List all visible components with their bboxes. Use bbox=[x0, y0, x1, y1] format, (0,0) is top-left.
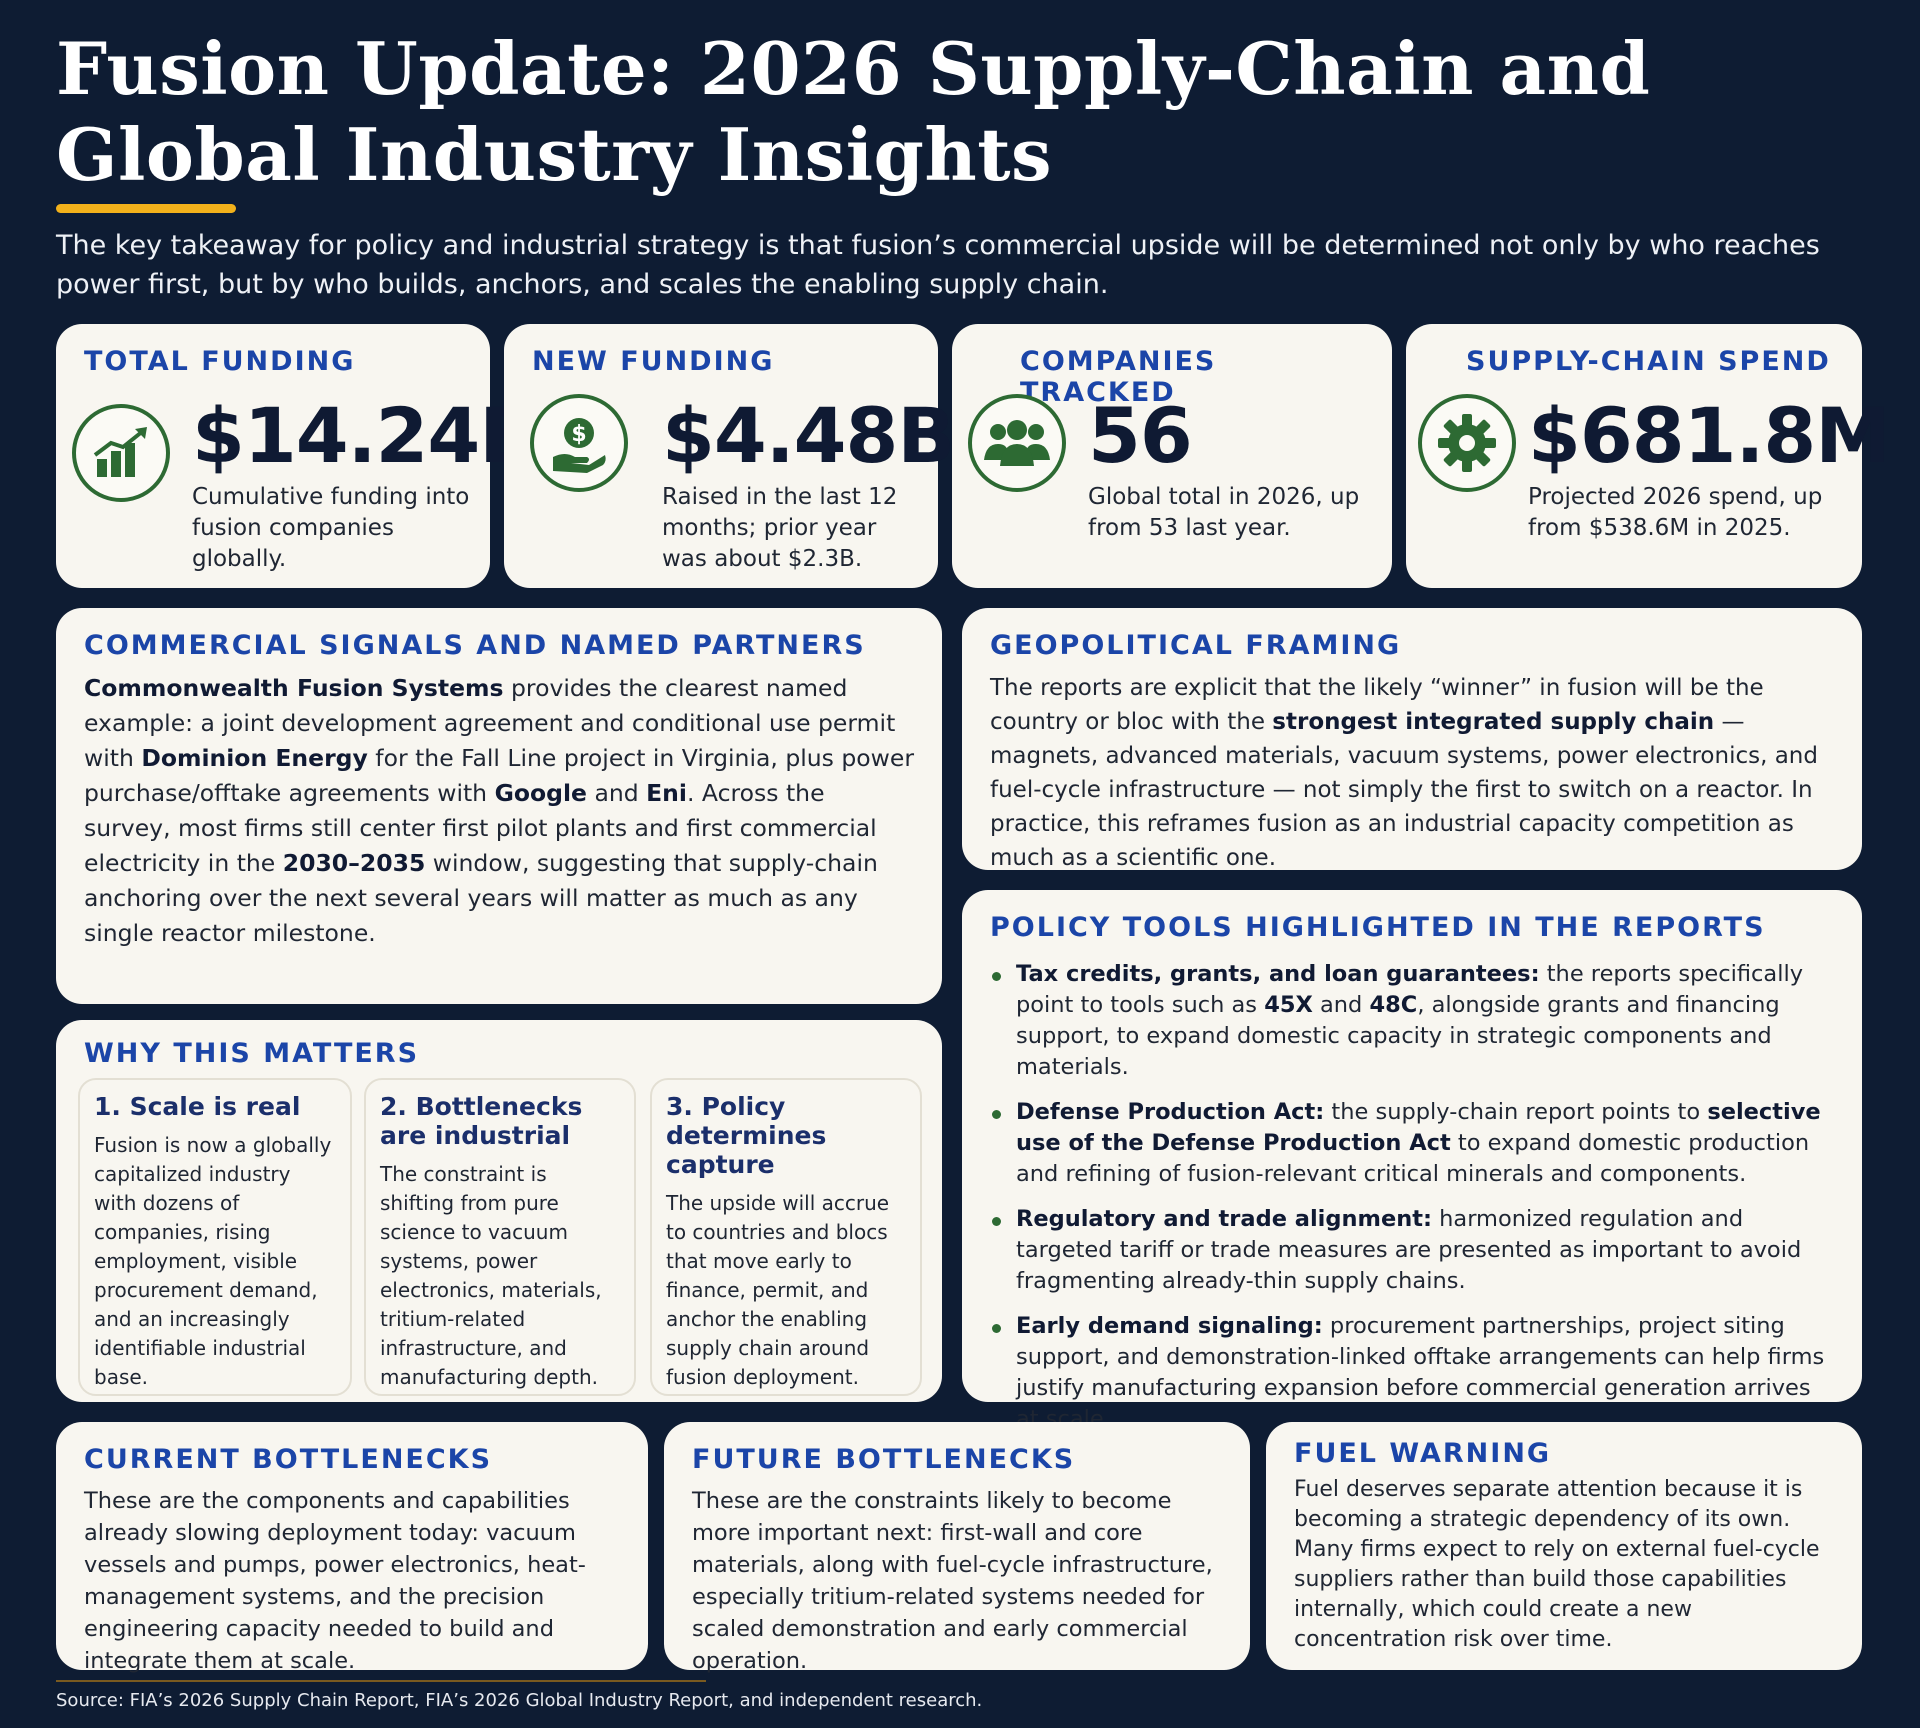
why-item-text: Fusion is now a globally capitalized ind… bbox=[94, 1133, 332, 1389]
card-title: COMMERCIAL SIGNALS AND NAMED PARTNERS bbox=[84, 630, 866, 661]
card-title: POLICY TOOLS HIGHLIGHTED IN THE REPORTS bbox=[990, 912, 1766, 943]
fuel-warning-text: Fuel deserves separate attention because… bbox=[1294, 1477, 1820, 1652]
stat-card-companies-tracked: COMPANIES TRACKED 56 Global total in 202… bbox=[952, 324, 1392, 588]
card-title: FUEL WARNING bbox=[1294, 1438, 1552, 1469]
why-item-text: The constraint is shifting from pure sci… bbox=[380, 1162, 602, 1389]
title-line-2: Global Industry Insights bbox=[56, 112, 1053, 197]
why-item-heading: 3. Policy determines capture bbox=[666, 1092, 827, 1179]
policy-tools-list: Tax credits, grants, and loan guarantees… bbox=[990, 959, 1834, 1435]
stat-description: Cumulative funding into fusion companies… bbox=[192, 484, 470, 572]
card-title: FUTURE BOTTLENECKS bbox=[692, 1444, 1076, 1475]
card-title: CURRENT BOTTLENECKS bbox=[84, 1444, 493, 1475]
why-item-heading: 2. Bottlenecks are industrial bbox=[380, 1092, 583, 1150]
current-bottlenecks-card: CURRENT BOTTLENECKS These are the compon… bbox=[56, 1422, 648, 1674]
why-item-policy: 3. Policy determines capture The upside … bbox=[650, 1078, 922, 1396]
title-line-1: Fusion Update: 2026 Supply-Chain and bbox=[56, 26, 1651, 111]
stat-value: 56 bbox=[1088, 391, 1193, 480]
stat-value: $681.8M bbox=[1528, 391, 1891, 480]
money-hand-icon: $ bbox=[530, 394, 628, 492]
source-citation: Source: FIA’s 2026 Supply Chain Report, … bbox=[56, 1690, 983, 1711]
stat-label: NEW FUNDING bbox=[532, 346, 775, 377]
stat-label: TOTAL FUNDING bbox=[84, 346, 356, 377]
growth-chart-icon bbox=[72, 404, 170, 502]
stat-description: Raised in the last 12 months; prior year… bbox=[662, 484, 898, 572]
why-item-scale: 1. Scale is real Fusion is now a globall… bbox=[78, 1078, 352, 1396]
why-this-matters-card: WHY THIS MATTERS 1. Scale is real Fusion… bbox=[56, 1020, 942, 1402]
current-bottlenecks-text: These are the components and capabilitie… bbox=[84, 1488, 586, 1674]
policy-tools-card: POLICY TOOLS HIGHLIGHTED IN THE REPORTS … bbox=[962, 890, 1862, 1432]
stat-card-new-funding: NEW FUNDING $ $4.48B Raised in the last … bbox=[504, 324, 955, 588]
intro-text: The key takeaway for policy and industri… bbox=[56, 230, 1820, 300]
svg-text:$: $ bbox=[571, 422, 586, 447]
source-divider bbox=[56, 1680, 706, 1682]
page-title: Fusion Update: 2026 Supply-Chain and Glo… bbox=[56, 26, 1756, 198]
geopolitical-framing-card: GEOPOLITICAL FRAMING The reports are exp… bbox=[962, 608, 1862, 871]
list-item: Defense Production Act: the supply-chain… bbox=[990, 1097, 1834, 1190]
stat-value: $14.24B bbox=[192, 391, 537, 480]
list-item: Tax credits, grants, and loan guarantees… bbox=[990, 959, 1834, 1083]
fuel-warning-card: FUEL WARNING Fuel deserves separate atte… bbox=[1266, 1422, 1862, 1670]
stat-card-total-funding: TOTAL FUNDING $14.24B Cumulative funding… bbox=[56, 324, 537, 588]
card-title: WHY THIS MATTERS bbox=[84, 1038, 420, 1069]
commercial-signals-card: COMMERCIAL SIGNALS AND NAMED PARTNERS Co… bbox=[56, 608, 942, 1004]
list-item: Regulatory and trade alignment: harmoniz… bbox=[990, 1204, 1834, 1297]
card-title: GEOPOLITICAL FRAMING bbox=[990, 630, 1402, 661]
gear-icon bbox=[1418, 394, 1516, 492]
title-accent-bar bbox=[56, 204, 236, 213]
why-item-bottlenecks: 2. Bottlenecks are industrial The constr… bbox=[364, 1078, 636, 1396]
why-item-text: The upside will accrue to countries and … bbox=[666, 1191, 890, 1389]
future-bottlenecks-card: FUTURE BOTTLENECKS These are the constra… bbox=[664, 1422, 1250, 1674]
stat-label: SUPPLY-CHAIN SPEND bbox=[1466, 346, 1831, 377]
commercial-signals-text: Commonwealth Fusion Systems provides the… bbox=[84, 674, 915, 947]
future-bottlenecks-text: These are the constraints likely to beco… bbox=[692, 1488, 1213, 1674]
stat-description: Global total in 2026, up from 53 last ye… bbox=[1088, 484, 1360, 541]
stat-card-supply-chain-spend: SUPPLY-CHAIN SPEND $681.8M Projected 202… bbox=[1406, 324, 1891, 588]
geopolitical-framing-text: The reports are explicit that the likely… bbox=[990, 675, 1818, 871]
stat-value: $4.48B bbox=[662, 391, 955, 480]
why-item-heading: 1. Scale is real bbox=[94, 1092, 301, 1121]
stat-label: COMPANIES TRACKED bbox=[1020, 346, 1217, 408]
stat-description: Projected 2026 spend, up from $538.6M in… bbox=[1528, 484, 1823, 541]
list-item: Early demand signaling: procurement part… bbox=[990, 1311, 1834, 1435]
group-icon bbox=[968, 394, 1066, 492]
